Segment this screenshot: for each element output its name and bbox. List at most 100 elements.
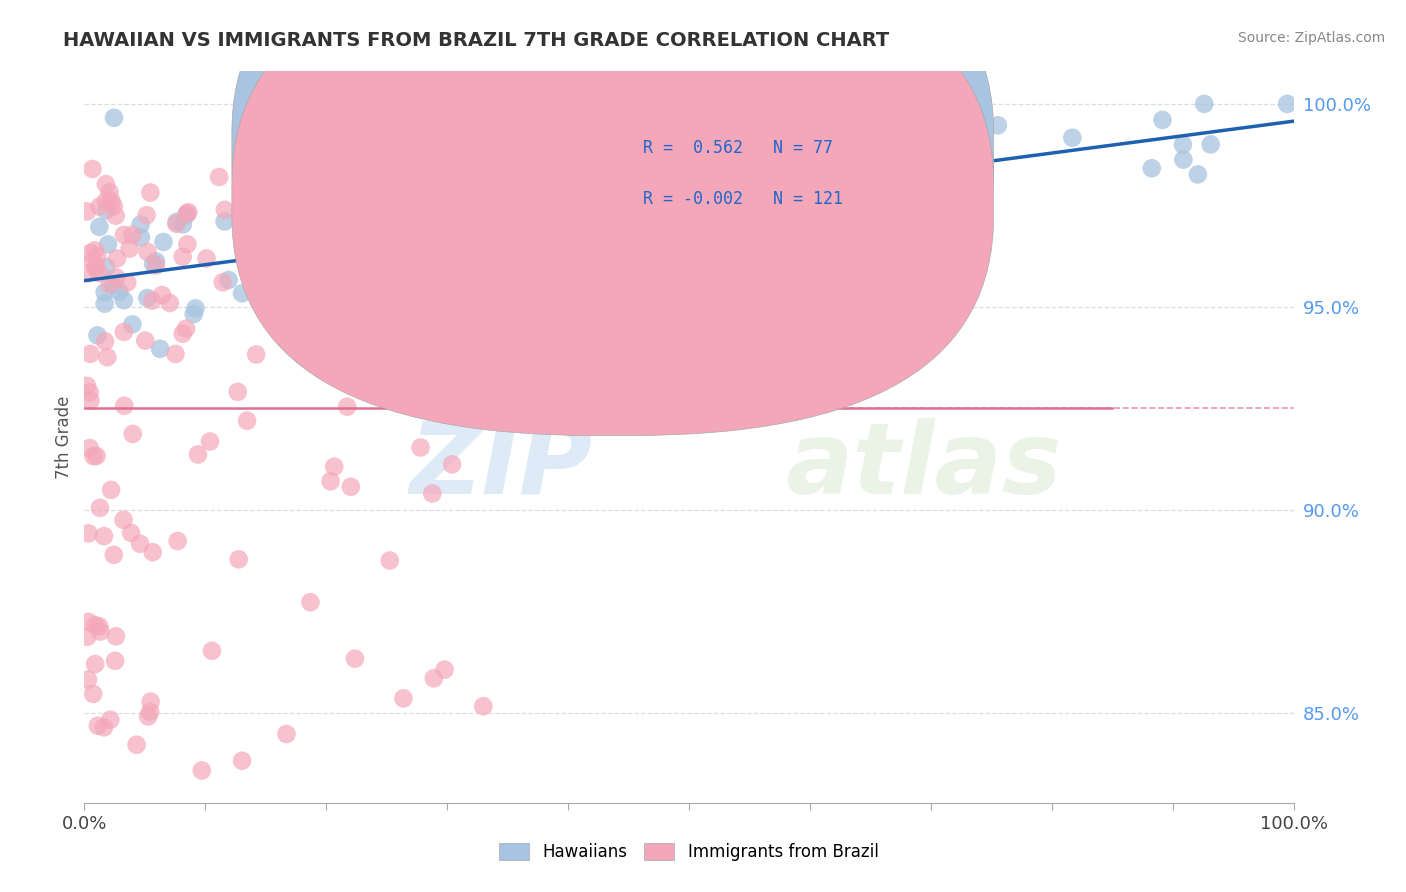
Point <box>93 285 115 300</box>
Point <box>121 227 143 242</box>
Point <box>139 695 162 709</box>
Point <box>464 300 486 314</box>
Point <box>104 629 127 643</box>
Text: R = -0.002   N = 121: R = -0.002 N = 121 <box>643 190 844 209</box>
Point <box>375 226 398 240</box>
Text: atlas: atlas <box>786 417 1062 515</box>
Point <box>716 196 738 211</box>
Point <box>872 207 894 221</box>
Point <box>1173 153 1195 167</box>
Point <box>89 624 111 639</box>
Y-axis label: 7th Grade: 7th Grade <box>55 395 73 479</box>
Point <box>89 619 111 633</box>
Point <box>1275 96 1298 111</box>
Point <box>894 96 917 111</box>
Point <box>98 277 121 292</box>
Point <box>783 103 806 118</box>
Point <box>149 342 172 356</box>
Point <box>172 250 194 264</box>
Point <box>134 334 156 348</box>
Point <box>433 246 456 260</box>
Point <box>89 200 111 214</box>
Point <box>118 242 141 256</box>
Point <box>236 414 259 428</box>
Point <box>121 318 143 332</box>
Point <box>121 426 143 441</box>
Point <box>392 691 415 706</box>
Point <box>82 449 104 463</box>
Point <box>129 230 152 244</box>
Point <box>236 254 259 268</box>
FancyBboxPatch shape <box>232 0 994 435</box>
Point <box>342 271 364 285</box>
Point <box>77 266 100 280</box>
Point <box>856 243 879 257</box>
Point <box>172 218 194 232</box>
Point <box>86 328 108 343</box>
Point <box>420 486 443 500</box>
Point <box>1152 112 1174 127</box>
Point <box>218 273 240 287</box>
Point <box>231 754 253 768</box>
Point <box>1194 96 1216 111</box>
Text: HAWAIIAN VS IMMIGRANTS FROM BRAZIL 7TH GRADE CORRELATION CHART: HAWAIIAN VS IMMIGRANTS FROM BRAZIL 7TH G… <box>63 31 890 50</box>
Point <box>336 252 359 267</box>
Point <box>494 204 516 219</box>
Point <box>142 257 165 271</box>
Point <box>630 203 652 218</box>
Point <box>177 205 200 219</box>
Point <box>253 164 276 178</box>
Point <box>472 699 495 714</box>
Point <box>614 212 637 227</box>
Point <box>129 218 152 232</box>
Point <box>97 237 120 252</box>
Point <box>89 219 111 234</box>
Point <box>79 441 101 455</box>
Point <box>82 687 104 701</box>
Legend: Hawaiians, Immigrants from Brazil: Hawaiians, Immigrants from Brazil <box>492 836 886 868</box>
Point <box>96 260 118 274</box>
Point <box>935 133 957 147</box>
Point <box>211 275 233 289</box>
Point <box>136 709 159 723</box>
Point <box>264 277 287 291</box>
Point <box>308 254 330 268</box>
Point <box>89 500 111 515</box>
Point <box>76 630 98 644</box>
Point <box>1187 168 1209 182</box>
Point <box>145 259 167 273</box>
Point <box>866 122 889 136</box>
Point <box>433 663 456 677</box>
Point <box>503 193 526 207</box>
Point <box>190 764 212 778</box>
Point <box>103 548 125 562</box>
Point <box>86 249 108 263</box>
Point <box>423 671 446 685</box>
Point <box>79 246 101 260</box>
Point <box>343 651 366 665</box>
Point <box>883 158 905 172</box>
Point <box>260 269 283 284</box>
Point <box>1062 130 1084 145</box>
Point <box>93 529 115 543</box>
Point <box>645 183 668 197</box>
Point <box>835 202 858 217</box>
Point <box>512 213 534 227</box>
Point <box>135 208 157 222</box>
Point <box>150 288 173 302</box>
Point <box>100 483 122 497</box>
Point <box>176 237 198 252</box>
Point <box>165 347 187 361</box>
Point <box>79 393 101 408</box>
Point <box>449 262 471 277</box>
Point <box>1140 161 1163 176</box>
Point <box>226 384 249 399</box>
Point <box>76 204 98 219</box>
Point <box>340 480 363 494</box>
Point <box>100 194 122 208</box>
Point <box>187 447 209 461</box>
Point <box>299 595 322 609</box>
Point <box>1199 137 1222 152</box>
Point <box>159 296 181 310</box>
Point <box>103 199 125 213</box>
